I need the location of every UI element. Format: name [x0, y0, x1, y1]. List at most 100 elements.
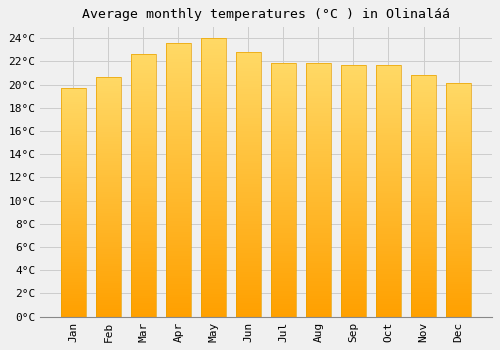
Bar	[446, 97, 471, 100]
Bar	[166, 265, 191, 267]
Bar	[166, 284, 191, 286]
Bar	[376, 133, 401, 135]
Bar	[306, 248, 331, 251]
Bar	[96, 295, 121, 298]
Bar	[341, 233, 366, 236]
Bar	[446, 104, 471, 107]
Bar	[341, 206, 366, 208]
Bar	[236, 147, 261, 150]
Bar	[271, 101, 296, 103]
Bar	[271, 80, 296, 83]
Bar	[411, 210, 436, 213]
Bar	[446, 125, 471, 128]
Bar	[131, 282, 156, 285]
Bar	[236, 277, 261, 280]
Bar	[341, 211, 366, 214]
Bar	[131, 99, 156, 102]
Bar	[446, 118, 471, 121]
Bar	[201, 241, 226, 244]
Bar	[376, 155, 401, 158]
Bar	[446, 149, 471, 151]
Bar	[411, 225, 436, 227]
Bar	[96, 98, 121, 100]
Bar	[96, 261, 121, 264]
Bar	[201, 63, 226, 66]
Bar	[376, 65, 401, 316]
Bar	[341, 309, 366, 312]
Bar	[201, 314, 226, 316]
Bar	[96, 110, 121, 113]
Bar	[271, 68, 296, 70]
Bar	[201, 125, 226, 127]
Bar	[341, 286, 366, 289]
Bar	[236, 150, 261, 153]
Bar	[446, 207, 471, 209]
Bar	[271, 187, 296, 190]
Bar	[60, 275, 86, 278]
Bar	[411, 237, 436, 239]
Bar	[376, 248, 401, 251]
Bar	[96, 304, 121, 307]
Bar	[341, 166, 366, 168]
Bar	[60, 312, 86, 314]
Bar	[166, 150, 191, 152]
Bar	[236, 258, 261, 261]
Bar	[376, 146, 401, 148]
Bar	[271, 225, 296, 228]
Bar	[446, 186, 471, 188]
Bar	[376, 105, 401, 108]
Bar	[60, 218, 86, 220]
Bar	[166, 59, 191, 62]
Bar	[131, 70, 156, 73]
Bar	[446, 221, 471, 223]
Bar	[271, 202, 296, 205]
Bar	[341, 256, 366, 259]
Bar	[236, 168, 261, 171]
Bar	[411, 213, 436, 215]
Bar	[166, 54, 191, 57]
Bar	[131, 285, 156, 288]
Bar	[131, 306, 156, 309]
Bar	[236, 187, 261, 190]
Bar	[60, 168, 86, 170]
Bar	[96, 276, 121, 278]
Bar	[306, 190, 331, 192]
Bar	[236, 240, 261, 243]
Bar	[271, 273, 296, 276]
Bar	[271, 251, 296, 253]
Bar	[341, 98, 366, 100]
Bar	[376, 170, 401, 173]
Bar	[306, 215, 331, 217]
Bar	[446, 261, 471, 263]
Bar	[341, 93, 366, 95]
Bar	[131, 217, 156, 219]
Bar	[341, 254, 366, 256]
Bar	[96, 100, 121, 103]
Bar	[341, 196, 366, 198]
Bar	[201, 175, 226, 177]
Bar	[411, 164, 436, 167]
Bar	[131, 175, 156, 178]
Bar	[341, 72, 366, 75]
Bar	[60, 132, 86, 134]
Bar	[411, 172, 436, 174]
Bar	[131, 186, 156, 188]
Bar	[446, 158, 471, 160]
Bar	[446, 265, 471, 268]
Bar	[166, 95, 191, 98]
Bar	[166, 155, 191, 158]
Bar	[131, 76, 156, 78]
Bar	[341, 65, 366, 68]
Bar	[201, 169, 226, 172]
Bar	[411, 90, 436, 92]
Bar	[341, 115, 366, 118]
Bar	[96, 288, 121, 290]
Bar	[306, 281, 331, 284]
Bar	[341, 138, 366, 140]
Bar	[236, 306, 261, 309]
Bar	[201, 41, 226, 44]
Bar	[60, 268, 86, 271]
Bar	[411, 75, 436, 316]
Bar	[446, 165, 471, 167]
Bar	[166, 300, 191, 303]
